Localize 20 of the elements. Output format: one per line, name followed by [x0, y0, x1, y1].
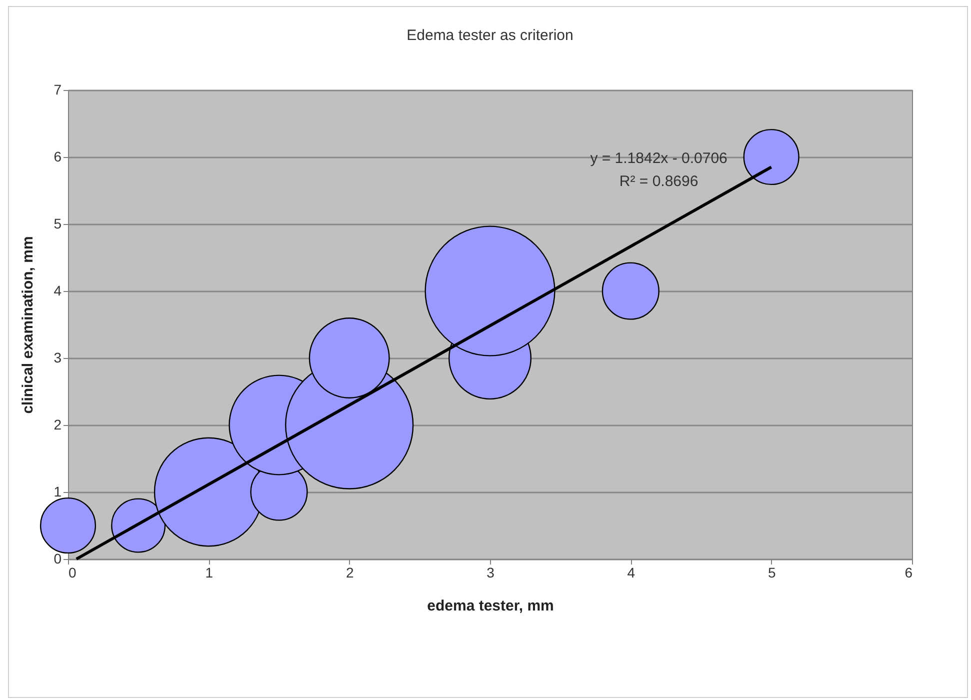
x-tick-label: 0 [68, 564, 76, 580]
x-tick-label: 1 [205, 564, 214, 580]
annotation: R² = 0.8696 [619, 173, 698, 190]
y-tick-label: 5 [54, 216, 62, 232]
y-tick-label: 7 [54, 82, 62, 98]
x-axis-title: edema tester, mm [427, 598, 554, 614]
y-tick-label: 4 [54, 282, 62, 298]
x-tick-label: 6 [904, 564, 913, 580]
annotation: y = 1.1842x - 0.0706 [590, 150, 728, 168]
y-tick-label: 2 [54, 416, 62, 432]
chart-title: Edema tester as criterion [406, 27, 574, 44]
x-tick-label: 3 [486, 564, 495, 580]
y-tick-label: 6 [54, 148, 62, 164]
x-tick-label: 2 [346, 564, 354, 580]
x-tick-label: 4 [627, 564, 636, 580]
y-axis-title: clinical examination, mm [20, 236, 37, 414]
y-tick-label: 3 [54, 350, 62, 366]
y-tick-label: 0 [54, 550, 62, 566]
y-tick-label: 1 [54, 484, 62, 500]
x-tick-label: 5 [768, 564, 776, 580]
